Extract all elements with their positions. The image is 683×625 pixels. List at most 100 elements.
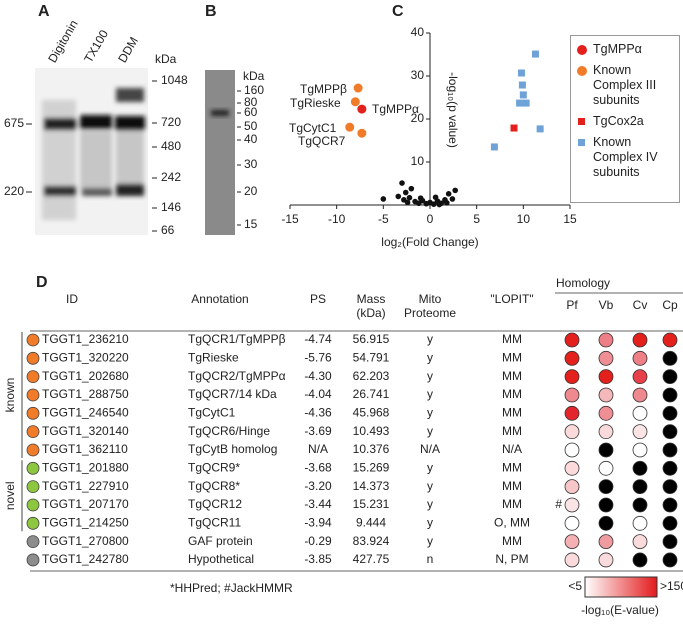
table-cell: 427.75 — [353, 552, 390, 566]
row-dot — [26, 480, 40, 494]
footnote: *HHPred; #JackHMMR — [170, 581, 293, 595]
table-cell: MM — [502, 460, 522, 474]
legend-label: Known Complex IV subunits — [593, 135, 658, 179]
table-cell: -3.20 — [304, 479, 332, 493]
homology-dot — [598, 442, 614, 458]
ladder-label: 60 — [244, 105, 258, 119]
marker-label: 675 — [4, 116, 24, 130]
table-cell: 62.203 — [353, 369, 390, 383]
gel-a-bands — [42, 88, 145, 220]
row-dot — [26, 388, 40, 402]
table-cell: -3.85 — [304, 552, 332, 566]
column-header: "LOPIT" — [490, 292, 533, 306]
y-axis-label: -log₁₀(p value) — [446, 72, 460, 148]
table-cell: TGGT1_320140 — [42, 424, 129, 438]
ladder-label: 480 — [161, 139, 181, 153]
table-cell: -4.30 — [304, 369, 332, 383]
point — [399, 180, 405, 186]
table-cell: MM — [502, 387, 522, 401]
homology-dot — [662, 460, 678, 476]
point — [516, 99, 524, 107]
homology-dot — [564, 387, 580, 403]
point — [449, 196, 456, 202]
homology-dot — [598, 350, 614, 366]
table-cell: 45.968 — [353, 405, 390, 419]
table-cell: -0.29 — [304, 534, 332, 548]
homology-dot — [564, 369, 580, 385]
homology-dot — [662, 442, 678, 458]
table-cell: TGGT1_362110 — [42, 442, 128, 456]
homology-dot — [598, 369, 614, 385]
table-cell: 56.915 — [353, 332, 390, 346]
ladder-label: 20 — [244, 184, 258, 198]
row-dot — [26, 516, 40, 530]
table-cell: MM — [502, 351, 522, 365]
lane-label: Digitonin — [45, 18, 80, 65]
point — [404, 199, 411, 206]
point — [510, 124, 518, 132]
point — [353, 83, 363, 93]
table-cell: MM — [502, 479, 522, 493]
homology-dot — [564, 442, 580, 458]
ladder-label: 66 — [161, 223, 175, 237]
ladder-label: 40 — [244, 132, 258, 146]
table-cell: TGGT1_207170 — [42, 497, 129, 511]
table-cell: TGGT1_288750 — [42, 387, 129, 401]
homology-dot — [632, 460, 648, 476]
legend-label: Known Complex III subunits — [593, 63, 657, 107]
x-tick-label: 5 — [473, 212, 480, 226]
table-cell: n — [427, 552, 434, 566]
row-dot — [26, 535, 40, 549]
row-dot — [26, 370, 40, 384]
panel-label: B — [205, 3, 217, 20]
homology-dot — [564, 424, 580, 440]
table-cell: y — [427, 497, 433, 511]
homology-dot — [632, 442, 648, 458]
table-cell: y — [427, 460, 433, 474]
table-cell: y — [427, 515, 433, 529]
table-cell: -4.36 — [304, 405, 332, 419]
homology-dot — [662, 387, 678, 403]
point — [350, 97, 360, 107]
group-label: novel — [3, 481, 17, 510]
point — [430, 201, 437, 207]
table-cell: -3.69 — [304, 424, 332, 438]
ladder-label: 1048 — [161, 73, 188, 87]
x-tick-label: -5 — [378, 212, 389, 226]
legend-entry: TgCox2a — [575, 114, 675, 129]
table-cell: -3.68 — [304, 460, 332, 474]
table-cell: 83.924 — [353, 534, 390, 548]
ladder-label: 50 — [244, 119, 258, 133]
lane-label: DDM — [115, 34, 141, 65]
point-label: TgQCR7 — [298, 134, 346, 148]
table-cell: TgQCR12 — [188, 497, 242, 511]
row-dot — [26, 498, 40, 512]
homology-dot — [564, 405, 580, 421]
panel-label: A — [38, 3, 50, 20]
point-label: TgMPPα — [372, 102, 419, 116]
table-cell: TGGT1_320220 — [42, 351, 129, 365]
table-cell: -3.94 — [304, 515, 332, 529]
table-cell: TgCytC1 — [188, 405, 236, 419]
homology-dot — [598, 332, 614, 348]
homology-dot — [632, 497, 648, 513]
point-label: TgRieske — [290, 96, 341, 110]
point — [436, 201, 443, 208]
table-cell: TgQCR8* — [188, 479, 240, 493]
table-cell: TgRieske — [188, 351, 239, 365]
table-cell: y — [427, 479, 433, 493]
table-cell: MM — [502, 405, 522, 419]
table-cell: N/A — [420, 442, 440, 456]
table-cell: N/A — [308, 442, 328, 456]
table-cell: y — [427, 387, 433, 401]
homology-dot — [662, 350, 678, 366]
x-tick-label: 0 — [427, 212, 434, 226]
table-cell: TgQCR2/TgMPPα — [188, 369, 286, 383]
row-dot — [26, 553, 40, 567]
homology-dot — [598, 460, 614, 476]
ladder-label: 146 — [161, 200, 181, 214]
table-cell: TgQCR7/14 kDa — [188, 387, 277, 401]
x-tick-label: 15 — [563, 212, 577, 226]
y-tick-label: 30 — [411, 68, 425, 82]
table-cell: TGGT1_270800 — [42, 534, 129, 548]
